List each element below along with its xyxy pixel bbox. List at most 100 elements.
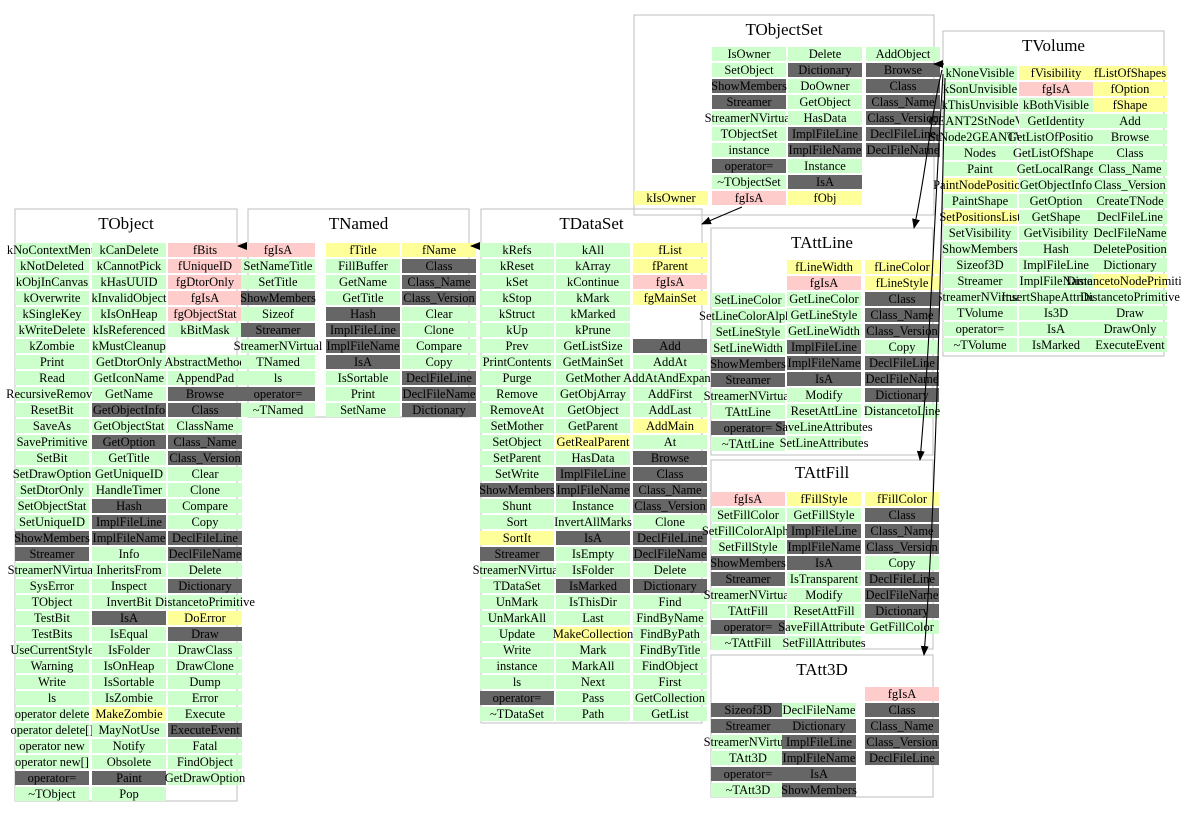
member-name: IsZombie [105, 691, 153, 705]
member-name: Class [191, 403, 218, 417]
member-name: IsTransparent [790, 572, 859, 586]
member-cell-bg [1019, 82, 1093, 96]
member-cell: CreateTNode [1093, 194, 1167, 208]
class-box-tatt3d[interactable]: TAtt3D Sizeof3D Streamer StreamerNVirtual TA… [704, 654, 939, 798]
member-cell: GetListOfPositions [1008, 130, 1104, 144]
member-cell: ImplFileName [782, 751, 856, 765]
member-cell-bg [865, 524, 939, 538]
member-cell: operator delete[] [11, 723, 93, 737]
member-cell-bg [556, 339, 630, 353]
member-name: ExecuteEvent [1095, 338, 1165, 352]
member-cell-bg [556, 691, 630, 705]
member-cell: kIsReferenced [92, 323, 166, 337]
class-box-tobject[interactable]: TObjectkNoContextMenukNotDeletedkObjInCa… [6, 208, 255, 802]
member-cell-bg [782, 767, 856, 781]
member-cell: Class [866, 79, 940, 93]
member-cell-bg [1019, 130, 1093, 144]
member-name: GetObjectStat [94, 419, 165, 433]
member-cell: GetOption [92, 435, 166, 449]
member-cell: Add [1093, 114, 1167, 128]
member-name: fgMainSet [644, 291, 697, 305]
class-box-tattfill[interactable]: TAttFill fgIsA SetFillColor SetFillColorAlp… [702, 459, 939, 650]
member-name: Copy [425, 355, 453, 369]
member-name: operator= [724, 767, 773, 781]
member-cell-bg [556, 451, 630, 465]
member-cell: fParent [633, 259, 707, 273]
member-cell: Streamer [15, 547, 89, 561]
member-cell: fShape [1093, 98, 1167, 112]
member-cell: DeclFileLine [402, 371, 476, 385]
member-name: Is3D [1044, 306, 1068, 320]
member-name: Pop [119, 787, 138, 801]
member-cell: DistancetoNodePrimitive [1066, 274, 1181, 288]
member-name: GetName [105, 387, 153, 401]
member-cell: GetLocalRange [1017, 162, 1096, 176]
member-cell-bg [92, 563, 166, 577]
member-cell-bg [787, 260, 861, 274]
member-name: TObject [32, 595, 73, 609]
member-name: ImplFileLine [1023, 258, 1089, 272]
member-name: fgIsA [734, 492, 762, 506]
class-box-tnamed[interactable]: TNamed fgIsA SetNameTitle SetTitle ShowMembe… [234, 208, 476, 418]
member-cell-bg [15, 611, 89, 625]
member-name: Streamer [726, 95, 772, 109]
class-box-tobjectset[interactable]: TObjectSet IsOwner SetObject ShowMembers Str… [633, 14, 940, 216]
member-name: fVisibility [1031, 66, 1082, 80]
member-cell: StreamerNVirtual [234, 339, 323, 353]
member-cell-bg [480, 387, 554, 401]
member-cell: IsOwner [712, 47, 786, 61]
member-cell: Dictionary [865, 388, 939, 402]
member-cell-bg [633, 659, 707, 673]
member-name: MakeZombie [95, 707, 163, 721]
member-cell-bg [480, 515, 554, 529]
member-cell-bg [326, 371, 400, 385]
member-name: Notify [113, 739, 146, 753]
member-cell-bg [92, 755, 166, 769]
member-cell: SavePrimitive [15, 435, 89, 449]
member-name: kWriteDelete [19, 323, 86, 337]
class-box-tvolume[interactable]: TVolume kNoneVisible kSonUnvisible kThisUnv… [929, 30, 1181, 357]
member-cell-bg [711, 636, 785, 650]
member-cell-bg [711, 357, 785, 371]
member-cell-bg [943, 178, 1017, 192]
member-cell-bg [712, 79, 786, 93]
member-name: GetUniqueID [95, 467, 163, 481]
member-name: Dump [189, 675, 220, 689]
member-name: FindObject [642, 659, 699, 673]
member-name: ShowMembers [710, 357, 786, 371]
member-cell: DoError [168, 611, 242, 625]
member-cell-bg [633, 611, 707, 625]
class-title: TNamed [329, 214, 389, 233]
member-name: GetRealParent [557, 435, 630, 449]
member-cell: kSet [480, 275, 554, 289]
member-cell: ShowMembers [942, 242, 1018, 256]
member-cell-bg [787, 572, 861, 586]
member-cell-bg [865, 604, 939, 618]
member-cell: Browse [1093, 130, 1167, 144]
member-cell-bg [15, 467, 89, 481]
member-cell-bg [402, 307, 476, 321]
member-name: TObjectSet [721, 127, 778, 141]
member-cell-bg [92, 723, 166, 737]
member-name: Paint [967, 162, 993, 176]
member-cell-bg [15, 723, 89, 737]
class-box-tdataset[interactable]: TDataSet kRefs kReset kSet kStop kStruct kUp Pr… [473, 208, 718, 724]
member-cell: Print [326, 387, 400, 401]
member-name: SetFillAttributes [782, 636, 865, 650]
member-cell-bg [241, 355, 315, 369]
member-cell: SetLineAttributes [780, 436, 869, 450]
member-name: TAtt3D [729, 751, 767, 765]
member-cell-bg [92, 483, 166, 497]
member-cell-bg [556, 355, 630, 369]
member-cell-bg [402, 323, 476, 337]
member-cell: ls [15, 691, 89, 705]
member-cell: AppendPad [168, 371, 242, 385]
member-name: DeclFileLine [869, 572, 935, 586]
member-cell: IsThisDir [556, 595, 630, 609]
member-name: Hash [116, 499, 142, 513]
member-name: SetNameTitle [244, 259, 313, 273]
class-box-tattline[interactable]: TAttLine SetLineColor SetLineColorAlpha Set… [699, 227, 941, 456]
member-name: DrawClone [176, 659, 234, 673]
member-name: ImplFileName [1020, 274, 1093, 288]
member-cell: DistancetoPrimitive [155, 595, 255, 609]
